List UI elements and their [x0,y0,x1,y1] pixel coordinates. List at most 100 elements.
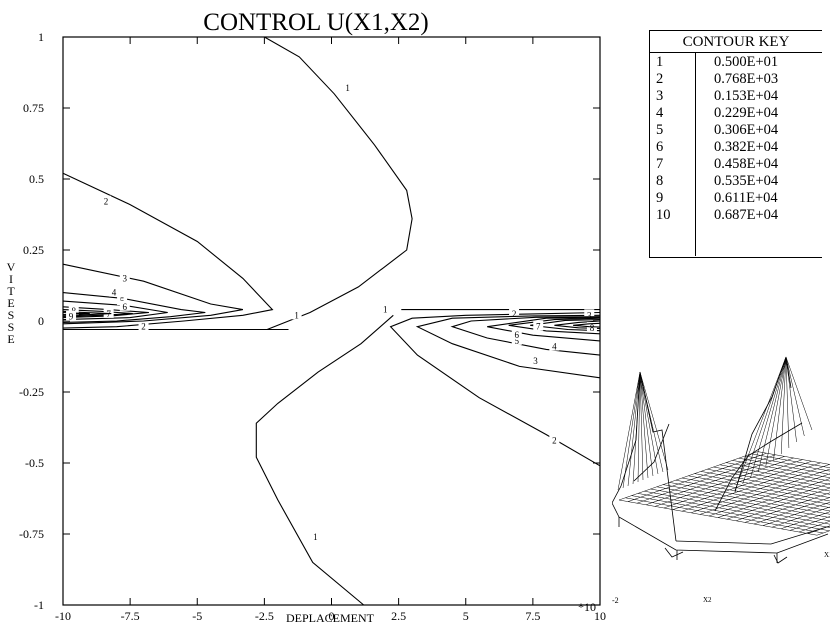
contour-label-9: 9 [69,312,74,322]
surface-mesh-line [644,490,830,525]
contour-key-index: 9 [656,190,664,206]
contour-label-bg [68,305,79,316]
surface-spike-line [773,356,787,461]
y-tick-label: -0.25 [19,385,44,399]
y-tick-label: 0.5 [29,172,44,186]
contour-line-3 [415,314,601,379]
contour-label-6: 6 [123,302,128,312]
contour-label-bg [530,354,541,365]
contour-label-bg [511,329,522,340]
surface-mesh-line [757,451,830,465]
surface-axis-label-x1: X1 [824,551,830,559]
contour-label-5: 5 [515,336,520,346]
surface-spike-line [639,371,649,479]
contour-line-4 [450,316,601,356]
surface-spike-line [785,356,797,443]
contour-label-bg [549,340,560,351]
contour-label-bg [109,286,120,297]
contour-label-bg [380,303,391,314]
contour-line-2 [389,311,601,467]
surface-spike-line [780,356,787,455]
contour-label-bg [100,195,111,206]
x-axis-label: DEPLACEMENT [286,611,375,625]
y-tick-label: -1 [34,598,44,612]
x-tick-label: 7.5 [525,609,540,623]
contour-label-3: 3 [533,356,538,366]
contour-label-bg [584,309,595,320]
contour-key-row: 8 0.535E+04 [650,173,822,189]
contour-label-2: 2 [141,322,146,332]
x-tick-label: -5 [192,609,202,623]
contour-key-index: 10 [656,207,671,223]
y-axis-label-letter: S [8,308,15,322]
y-axis-label-letter: I [9,272,13,286]
surface-mesh-line [675,479,830,508]
contour-line-8 [554,320,601,329]
surface-spike-line [617,371,641,491]
surface-mesh-line [798,520,830,533]
contour-key-index: 8 [656,173,664,189]
contour-key-index: 7 [656,156,664,172]
surface-mesh-line [663,484,830,515]
contour-key-row: 10 0.687E+04 [650,207,822,223]
contour-label-bg [342,82,353,93]
surface-plot-inset: X2 X1 [612,356,830,604]
surface-spike-line [734,356,787,491]
surface-spike-line [639,371,654,477]
contour-label-7: 7 [536,322,541,332]
contour-label-bg [138,320,149,331]
contour-label-2: 2 [512,309,517,319]
contour-label-1: 1 [383,305,388,315]
surface-mesh-line [618,499,818,536]
contour-line-7 [62,309,133,318]
contour-label-1: 1 [345,83,350,93]
surface-spike-line [757,356,787,473]
contour-key-value: 0.306E+04 [714,122,779,138]
contour-line-5 [487,317,601,342]
contour-line-1 [255,314,394,606]
surface-axis-label-x2: X2 [703,596,712,604]
contour-key-row: 3 0.153E+04 [650,88,822,104]
contour-key: CONTOUR KEY 1 0.500E+01 2 0.768E+03 3 0.153E+… [649,30,822,258]
contour-label-2: 2 [552,435,557,445]
surface-spike-line [639,371,669,471]
tick-marks [63,37,600,605]
x-tick-label: 10 [594,609,606,623]
surface-mesh-line [631,495,830,532]
surface-mesh-line [771,506,830,528]
contour-line-6 [508,317,601,335]
contour-key-row: 9 0.611E+04 [650,190,822,206]
surface-outline [612,356,830,564]
surface-spike-line [785,356,813,431]
contour-key-column-divider [695,52,696,256]
contour-key-index: 6 [656,139,664,155]
y-tick-label: -0.75 [19,527,44,541]
y-axis-label-letter: V [7,260,16,274]
surface-mesh-line [650,488,830,522]
contour-key-value: 0.768E+03 [714,71,779,87]
contour-line-2 [62,172,274,329]
y-tick-label: 1 [38,30,44,44]
contour-key-index: 5 [656,122,664,138]
surface-mesh-line [744,455,830,472]
surface-spike-line [637,371,641,483]
contour-label-bg [291,309,302,320]
x-tick-label: -10 [55,609,71,623]
chart-title: CONTROL U(X1,X2) [203,9,428,36]
contour-label-bg [103,307,114,318]
surface-mesh [617,356,830,536]
surface-mesh-line [751,453,830,469]
contour-key-value: 0.382E+04 [714,139,779,155]
surface-spike-line [622,371,641,489]
surface-spike-line [639,371,659,475]
contour-key-row: 1 0.500E+01 [650,54,822,70]
surface-mesh-line [625,497,824,534]
surface-mesh-line [656,486,830,518]
contour-label-4: 4 [112,288,117,298]
x-tick-label: 5 [463,609,469,623]
x-tick-labels: -10 -7.5 -5 -2.5 0 2.5 5 7.5 10 [55,609,606,623]
contour-label-3: 3 [587,310,592,320]
surface-spike-line [627,371,641,487]
contour-key-index: 3 [656,88,664,104]
